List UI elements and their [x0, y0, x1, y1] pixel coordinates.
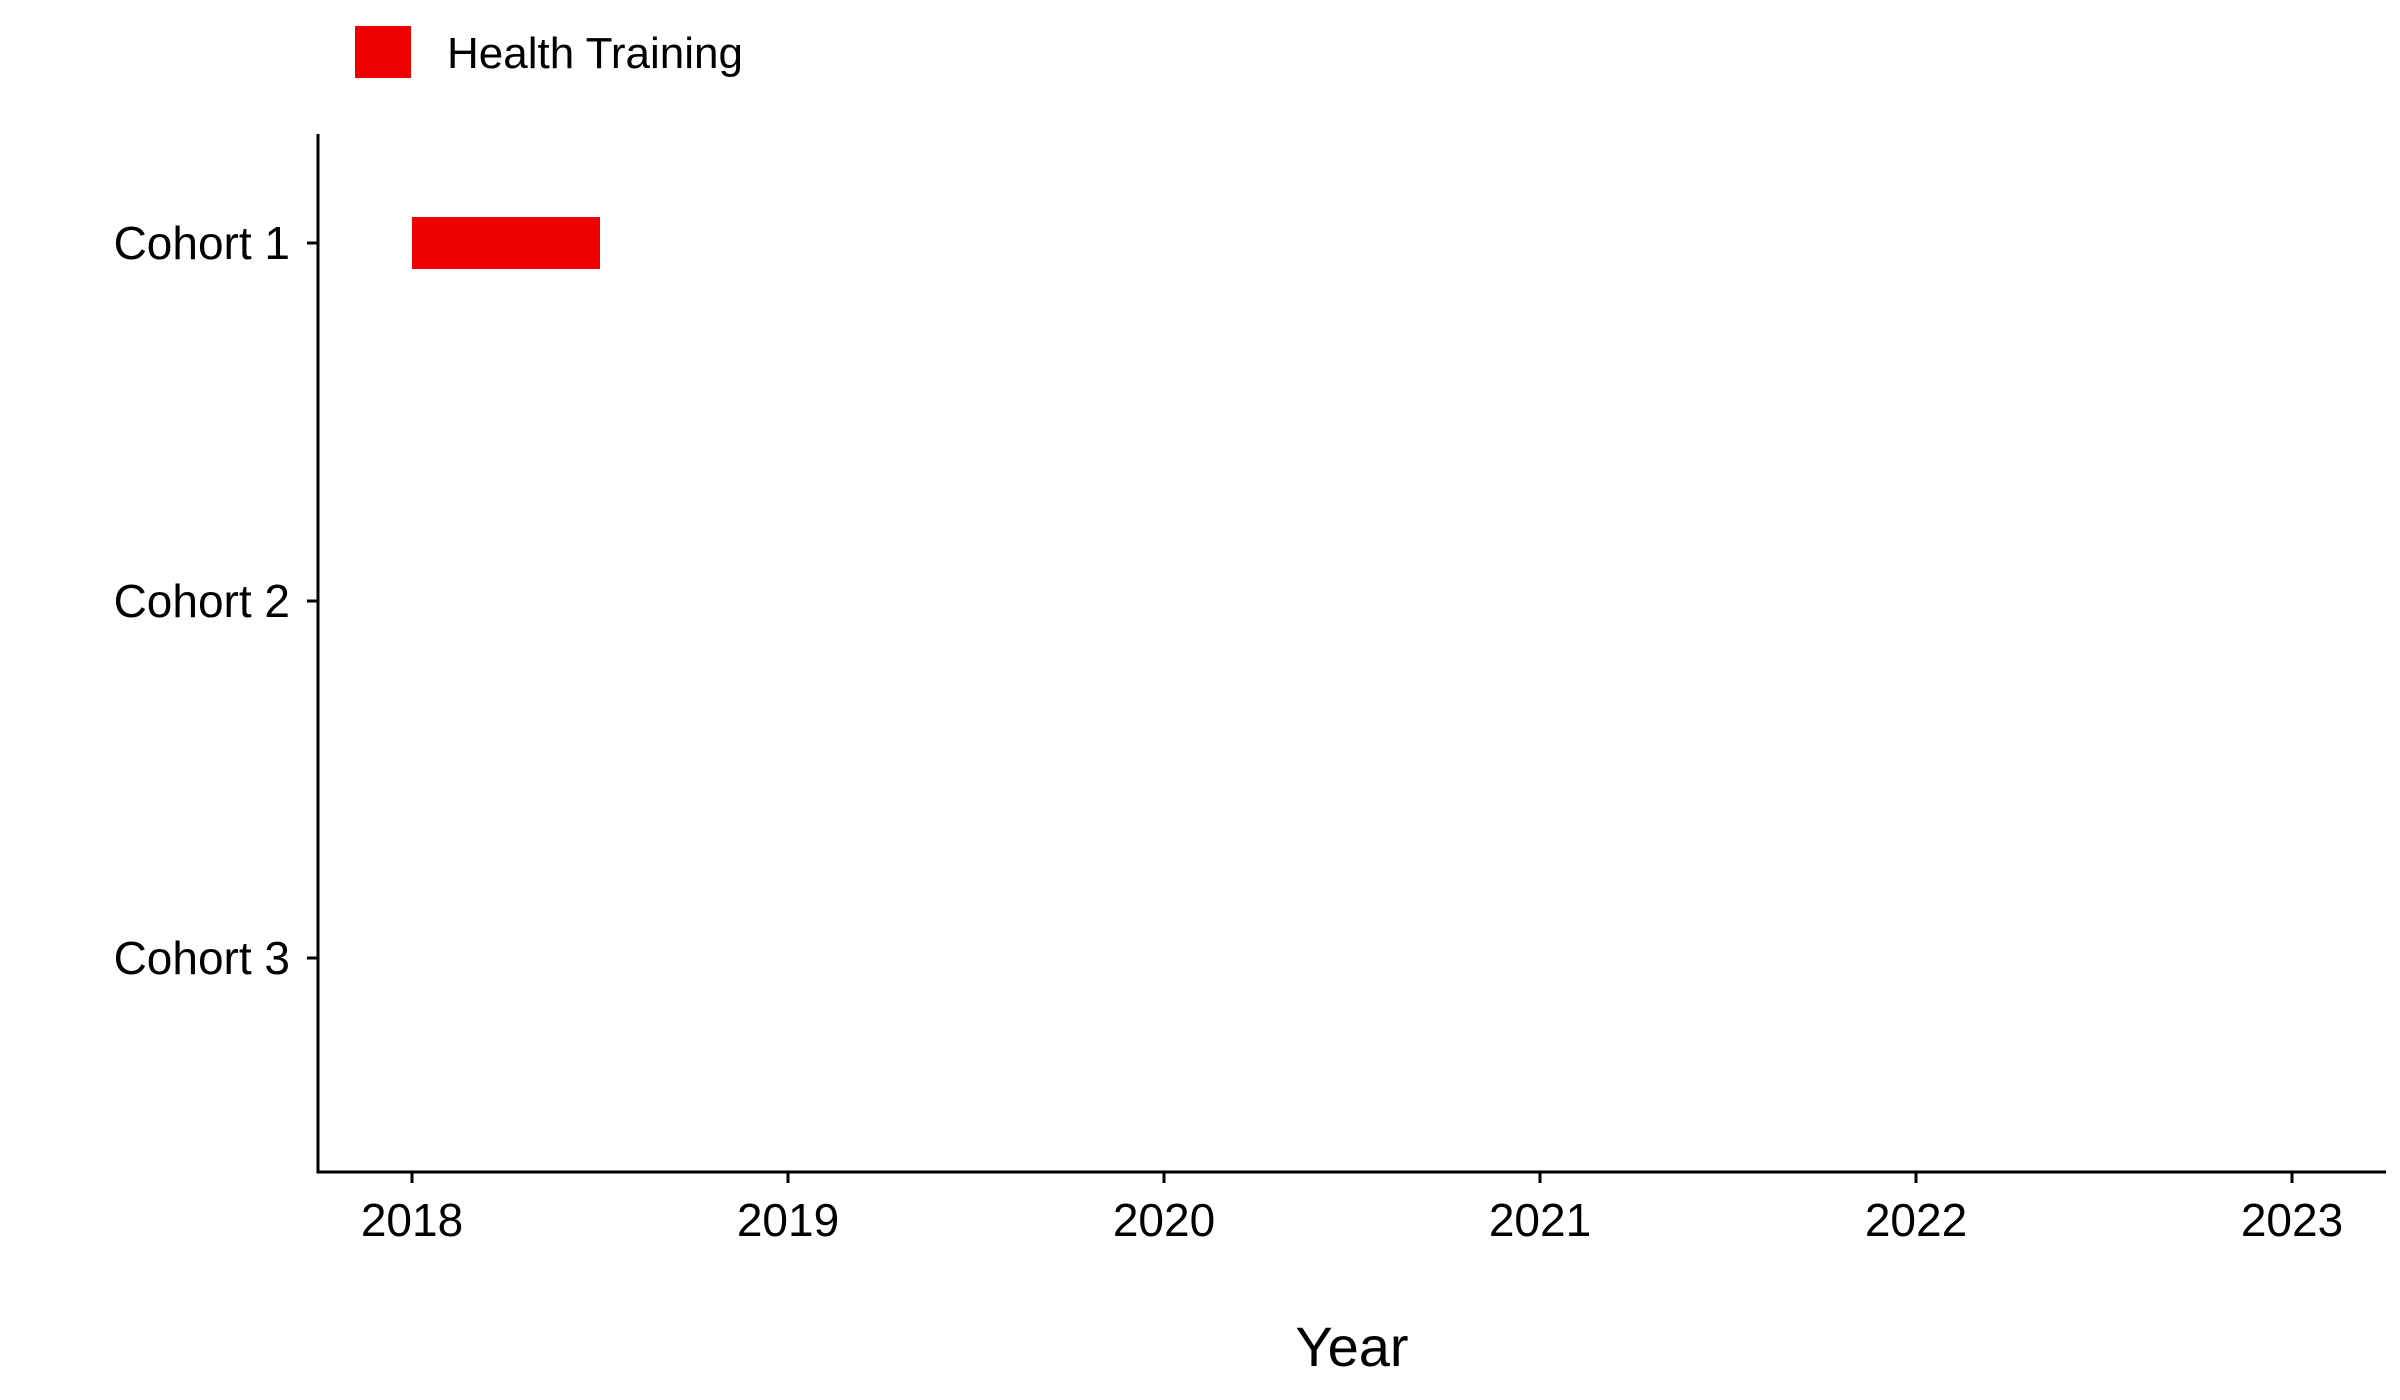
x-tick-label: 2021	[1489, 1194, 1591, 1246]
x-tick-label: 2022	[1865, 1194, 1967, 1246]
bars-layer	[412, 217, 600, 269]
x-tick-label: 2018	[361, 1194, 463, 1246]
bar-health-training	[412, 217, 600, 269]
y-tick-label: Cohort 2	[114, 575, 290, 627]
x-tick-label: 2020	[1113, 1194, 1215, 1246]
x-axis-ticks: 2018 2019 2020 2021 2022 2023	[361, 1172, 2343, 1246]
x-axis-title: Year	[1295, 1315, 1408, 1378]
axes-layer	[316, 134, 2386, 1174]
y-tick-label: Cohort 1	[114, 217, 290, 269]
legend-swatch	[355, 26, 411, 78]
x-tick-label: 2019	[737, 1194, 839, 1246]
y-tick-label: Cohort 3	[114, 932, 290, 984]
legend: Health Training	[355, 26, 743, 78]
x-tick-label: 2023	[2241, 1194, 2343, 1246]
legend-label: Health Training	[447, 29, 743, 78]
y-axis-ticks: Cohort 1 Cohort 2 Cohort 3	[114, 217, 318, 984]
